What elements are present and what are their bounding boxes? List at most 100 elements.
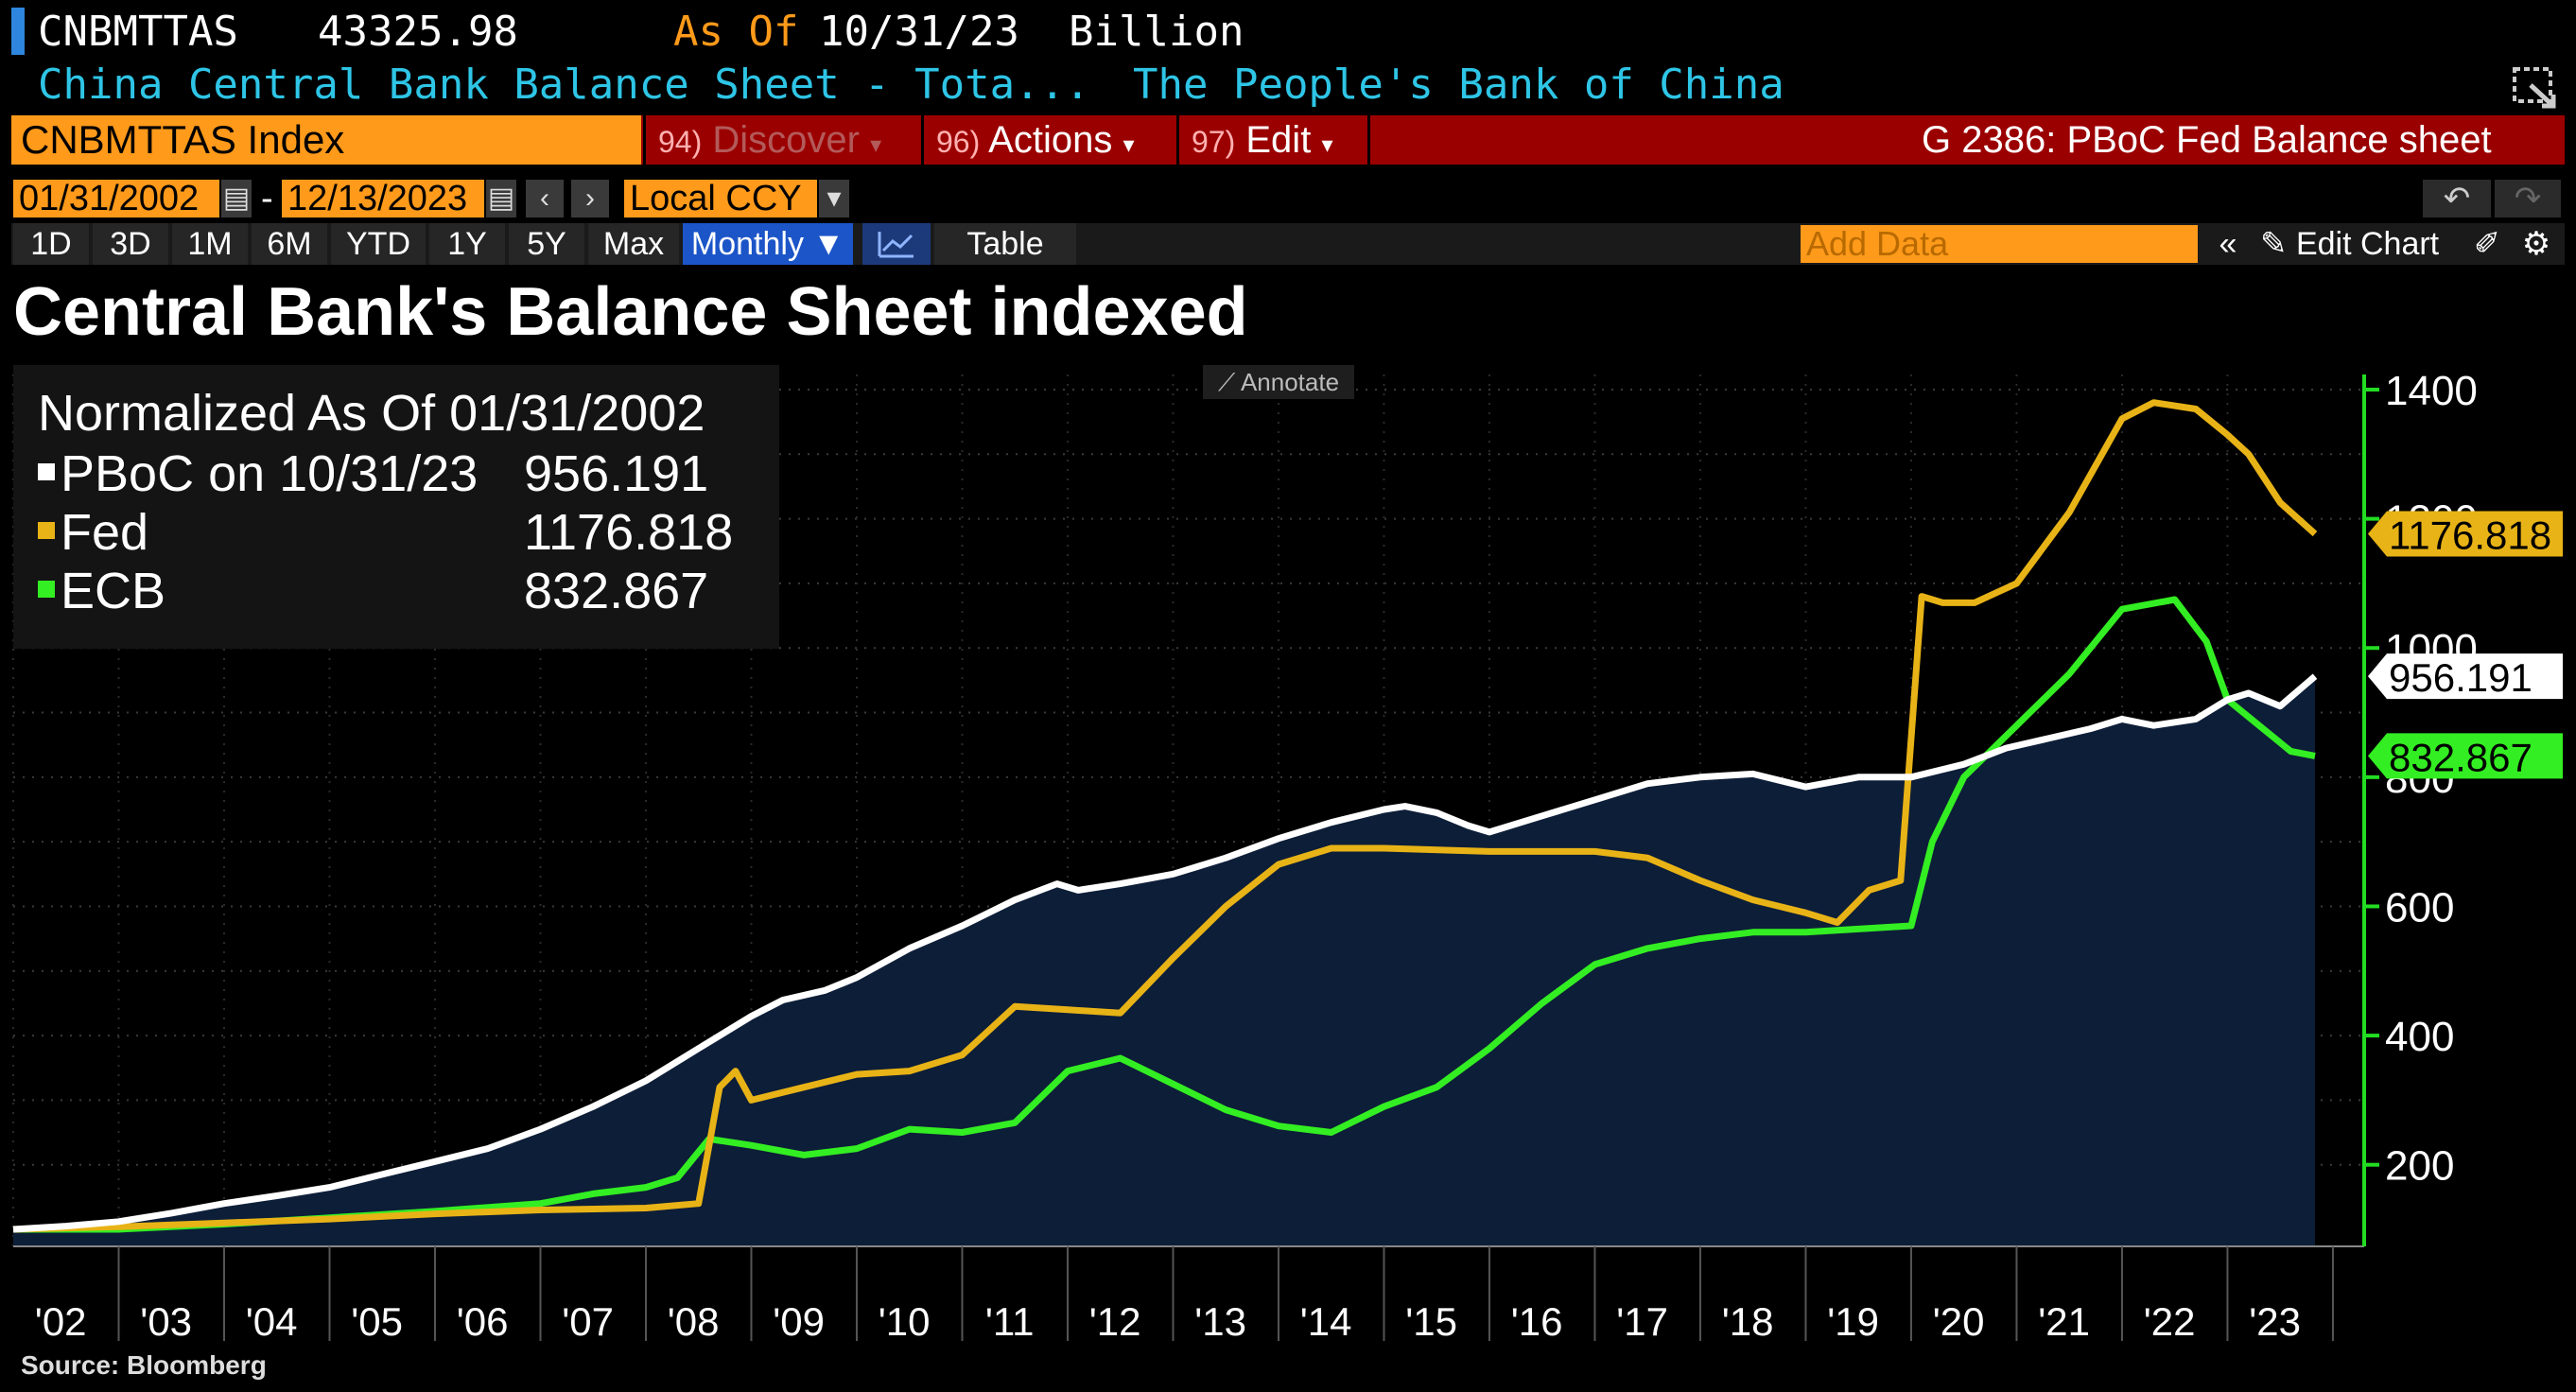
x-tick-label: '23 <box>2249 1299 2301 1344</box>
x-tick-label: '05 <box>351 1299 403 1344</box>
actions-number: 96) <box>936 125 981 159</box>
ecb-last-value-tag-text: 832.867 <box>2389 735 2532 779</box>
edit-chart-label: Edit Chart <box>2295 226 2440 262</box>
divider <box>643 115 646 165</box>
edit-number: 97) <box>1192 125 1236 159</box>
asof-date: 10/31/23 <box>819 8 1019 56</box>
legend-item-pboc: PBoC on 10/31/23 <box>38 444 478 503</box>
chart-title: Central Bank's Balance Sheet indexed <box>13 274 1248 350</box>
discover-menu[interactable]: 94) Discover ▾ <box>658 115 881 165</box>
legend-label-ecb: ECB <box>61 563 166 619</box>
add-data-input[interactable]: Add Data <box>1801 225 2198 263</box>
x-tick-label: '07 <box>562 1299 614 1344</box>
edit-chart-button[interactable]: ✎ Edit Chart <box>2260 223 2449 265</box>
pencil-icon: ✎ <box>2260 226 2288 262</box>
currency-select[interactable]: Local CCY <box>624 180 817 218</box>
annotate-label: Annotate <box>1240 368 1340 396</box>
range-3d-button[interactable]: 3D <box>93 223 168 265</box>
x-tick-label: '22 <box>2144 1299 2196 1344</box>
fed-line <box>12 399 2318 1233</box>
range-1d-button[interactable]: 1D <box>13 223 89 265</box>
x-tick-label: '20 <box>1933 1299 1985 1344</box>
asof-label: As Of <box>673 8 799 56</box>
undo-icon[interactable]: ↶ <box>2423 180 2491 218</box>
security-description: China Central Bank Balance Sheet - Tota.… <box>38 61 1090 109</box>
annotate-tool-icon[interactable]: ✐ <box>2473 226 2501 262</box>
last-value: 43325.98 <box>318 8 518 56</box>
x-tick-label: '09 <box>773 1299 825 1344</box>
x-tick-label: '11 <box>985 1299 1035 1344</box>
calendar-icon[interactable]: ▤ <box>221 180 252 218</box>
line-chart-icon[interactable] <box>862 223 931 265</box>
actions-label: Actions <box>988 119 1113 161</box>
redo-icon[interactable]: ↷ <box>2495 180 2561 218</box>
chart-legend: Normalized As Of 01/31/2002 PBoC on 10/3… <box>13 365 779 649</box>
popout-icon[interactable] <box>2512 66 2559 110</box>
pboc-last-value-tag <box>2368 653 2563 700</box>
source-label: Source: Bloomberg <box>21 1350 267 1380</box>
y-tick-label: 1400 <box>2385 368 2478 414</box>
discover-label: Discover <box>712 119 860 161</box>
x-tick-label: '08 <box>668 1299 720 1344</box>
chevron-down-icon: ▾ <box>1321 132 1333 158</box>
edit-label: Edit <box>1245 119 1312 161</box>
legend-value-pboc: 956.191 <box>524 445 709 502</box>
chevron-down-icon: ▾ <box>870 132 882 158</box>
x-tick-label: '02 <box>35 1299 87 1344</box>
data-source-name: The People's Bank of China <box>1133 61 1784 109</box>
x-tick-label: '10 <box>879 1299 931 1344</box>
x-tick-label: '03 <box>140 1299 192 1344</box>
legend-item-ecb: ECB <box>38 562 165 620</box>
double-chevron-left-icon[interactable]: « <box>2219 226 2237 262</box>
x-tick-label: '15 <box>1405 1299 1457 1344</box>
pencil-icon: ⟋ <box>1217 368 1236 396</box>
x-tick-label: '13 <box>1194 1299 1246 1344</box>
chevron-left-icon[interactable]: ‹ <box>526 180 564 218</box>
unit-label: Billion <box>1069 8 1244 56</box>
x-tick-label: '06 <box>457 1299 509 1344</box>
security-input[interactable]: CNBMTTAS Index <box>11 115 641 165</box>
range-ytd-button[interactable]: YTD <box>331 223 426 265</box>
legend-value-ecb: 832.867 <box>524 563 709 619</box>
periodicity-select[interactable]: Monthly ▼ <box>683 223 853 265</box>
chevron-down-icon[interactable]: ▾ <box>819 180 849 218</box>
legend-label-pboc: PBoC on 10/31/23 <box>61 445 479 502</box>
ticker-label: CNBMTTAS <box>38 8 238 56</box>
divider <box>1176 115 1179 165</box>
legend-swatch-pboc <box>38 462 55 480</box>
chevron-down-icon: ▾ <box>1123 132 1135 158</box>
range-1m-button[interactable]: 1M <box>172 223 248 265</box>
fed-last-value-tag <box>2368 511 2563 557</box>
divider <box>921 115 924 165</box>
range-1y-button[interactable]: 1Y <box>429 223 505 265</box>
range-6m-button[interactable]: 6M <box>252 223 327 265</box>
gear-icon[interactable]: ⚙ <box>2521 226 2551 262</box>
legend-label-fed: Fed <box>61 504 149 561</box>
normalized-label: Normalized As Of 01/31/2002 <box>38 385 705 442</box>
selection-marker <box>11 8 25 55</box>
annotate-button[interactable]: ⟋ Annotate <box>1203 365 1354 399</box>
x-tick-label: '16 <box>1511 1299 1563 1344</box>
date-separator: - <box>261 179 273 218</box>
pboc-line <box>12 673 2318 1233</box>
legend-swatch-ecb <box>38 580 55 598</box>
calendar-icon[interactable]: ▤ <box>486 180 516 218</box>
legend-value-fed: 1176.818 <box>524 504 734 561</box>
start-date-field[interactable]: 01/31/2002 <box>13 180 219 218</box>
chevron-right-icon[interactable]: › <box>571 180 609 218</box>
ecb-line <box>13 596 2316 1233</box>
y-tick-label: 400 <box>2385 1014 2454 1060</box>
discover-number: 94) <box>658 125 703 159</box>
range-5y-button[interactable]: 5Y <box>509 223 584 265</box>
actions-menu[interactable]: 96) Actions ▾ <box>936 115 1135 165</box>
y-tick-label: 200 <box>2385 1143 2454 1190</box>
range-max-button[interactable]: Max <box>588 223 679 265</box>
table-button[interactable]: Table <box>934 223 1076 265</box>
y-tick-label: 600 <box>2385 884 2454 931</box>
edit-menu[interactable]: 97) Edit ▾ <box>1192 115 1332 165</box>
end-date-field[interactable]: 12/13/2023 <box>282 180 484 218</box>
x-tick-label: '21 <box>2038 1299 2090 1344</box>
x-tick-label: '12 <box>1089 1299 1141 1344</box>
x-tick-label: '18 <box>1722 1299 1774 1344</box>
divider <box>1367 115 1370 165</box>
